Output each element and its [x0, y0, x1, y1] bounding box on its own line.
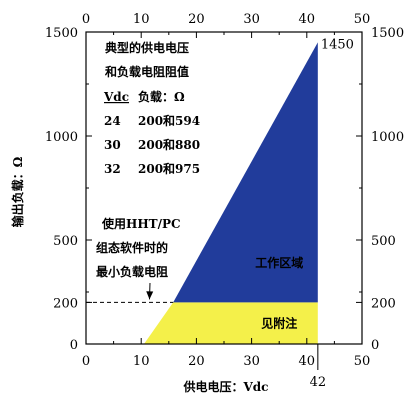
- see-note-region: [144, 302, 318, 344]
- y-tick-label-left: 1000: [45, 130, 78, 145]
- x-tick-label-top: 20: [188, 12, 205, 27]
- y-tick-label-left: 500: [53, 234, 78, 249]
- x-tick-label-bottom: 50: [354, 354, 371, 369]
- voltage-marker-label: 42: [310, 375, 327, 390]
- table-row-1-load: 200和594: [138, 113, 200, 128]
- table-header-vdc: Vdc: [103, 90, 129, 104]
- x-tick-label-bottom: 20: [188, 354, 205, 369]
- y-tick-label-right: 0: [371, 338, 379, 353]
- x-tick-label-bottom: 40: [299, 354, 316, 369]
- table-title-line1: 典型的供电电压: [105, 40, 189, 55]
- table-row-1-vdc: 24: [104, 114, 121, 128]
- min-load-note-line3: 最小负载电阻: [96, 264, 168, 279]
- operating-region: [173, 42, 318, 303]
- y-tick-label-right: 200: [371, 296, 396, 311]
- x-tick-label-top: 30: [243, 12, 260, 27]
- table-title-line2: 和负载电阻阻值: [104, 64, 189, 79]
- table-row-2-vdc: 30: [104, 138, 121, 152]
- x-tick-label-top: 40: [299, 12, 316, 27]
- table-header-load: 负载：Ω: [138, 89, 185, 104]
- x-tick-label-bottom: 30: [243, 354, 260, 369]
- y-tick-label-left: 1500: [45, 26, 78, 41]
- min-load-note-line1: 使用HHT/PC: [101, 216, 181, 231]
- x-tick-label-top: 50: [354, 12, 371, 27]
- axis-ticks: [85, 31, 363, 345]
- see-note-region-label: 见附注: [261, 315, 297, 330]
- table-row-3-load: 200和975: [138, 161, 200, 176]
- y-tick-label-left: 0: [70, 338, 78, 353]
- x-tick-label-bottom: 10: [133, 354, 150, 369]
- peak-value-label: 1450: [321, 37, 354, 52]
- x-tick-label-bottom: 0: [82, 354, 90, 369]
- y-tick-label-right: 500: [371, 234, 396, 249]
- y-tick-label-right: 1500: [371, 26, 404, 41]
- x-tick-label-top: 10: [133, 12, 150, 27]
- min-load-note-line2: 组态软件时的: [96, 240, 168, 255]
- y-tick-label-right: 1000: [371, 130, 404, 145]
- x-tick-label-top: 0: [82, 12, 90, 27]
- y-tick-label-left: 200: [53, 296, 78, 311]
- table-row-3-vdc: 32: [104, 162, 121, 176]
- x-axis-title: 供电电压：Vdc: [182, 379, 268, 394]
- y-axis-title: 输出负载：Ω: [10, 156, 25, 227]
- min-load-arrow-head: [146, 291, 154, 300]
- operating-region-label: 工作区域: [255, 255, 303, 270]
- table-row-2-load: 200和880: [138, 137, 200, 152]
